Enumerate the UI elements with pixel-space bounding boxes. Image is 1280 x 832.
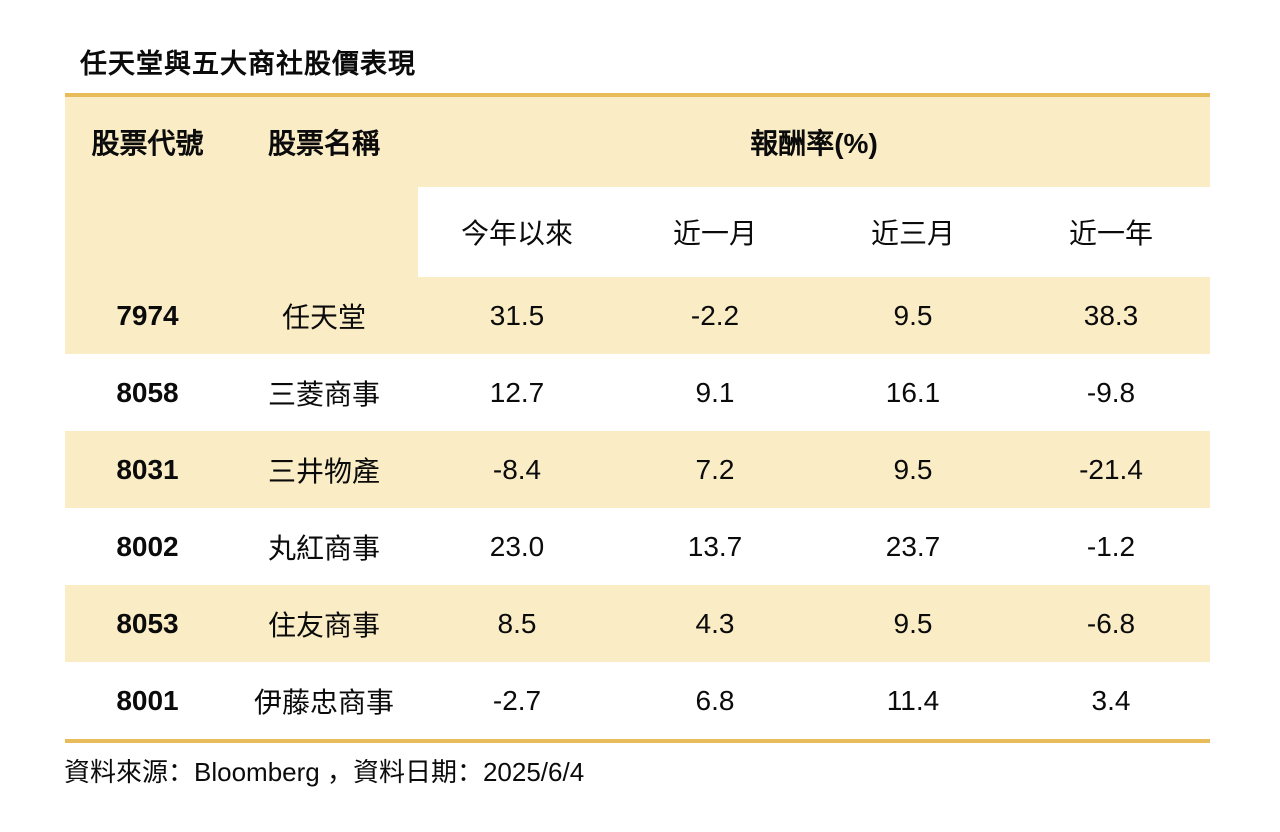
header-period-1m: 近一月 xyxy=(672,218,757,249)
table-row: 8001 伊藤忠商事 -2.7 6.8 11.4 3.4 xyxy=(65,662,1210,739)
return-1y: -6.8 xyxy=(1086,607,1136,639)
return-ytd: 23.0 xyxy=(489,530,545,562)
stock-code: 8031 xyxy=(116,453,179,485)
return-3m: 9.5 xyxy=(893,453,933,485)
subheader-spacer xyxy=(65,187,418,277)
bottom-accent-line xyxy=(65,739,1210,743)
return-1m: 9.1 xyxy=(695,376,735,408)
return-1m: 7.2 xyxy=(695,453,735,485)
header-stock-name: 股票名稱 xyxy=(267,128,380,159)
table-subheader-row: 今年以來 近一月 近三月 近一年 xyxy=(65,187,1210,277)
return-1m: -2.2 xyxy=(690,299,740,331)
stock-name: 三井物產 xyxy=(267,455,380,487)
stock-name: 伊藤忠商事 xyxy=(253,686,394,718)
return-1m: 4.3 xyxy=(695,607,735,639)
source-note: 資料來源：Bloomberg ，資料日期：2025/6/4 xyxy=(64,757,585,787)
header-returns-group: 報酬率(%) xyxy=(750,128,878,159)
return-ytd: -2.7 xyxy=(492,684,542,716)
table-row: 8031 三井物產 -8.4 7.2 9.5 -21.4 xyxy=(65,431,1210,508)
stock-code: 8058 xyxy=(116,376,179,408)
subheader-periods: 今年以來 近一月 近三月 近一年 xyxy=(418,187,1210,277)
return-3m: 11.4 xyxy=(886,684,940,716)
header-stock-code: 股票代號 xyxy=(91,128,204,159)
header-period-1y: 近一年 xyxy=(1068,218,1153,249)
stock-performance-table: 股票代號 股票名稱 報酬率(%) 今年以來 近一月 近三月 近一年 7974 任… xyxy=(65,93,1210,743)
table-row: 8058 三菱商事 12.7 9.1 16.1 -9.8 xyxy=(65,354,1210,431)
return-1y: 38.3 xyxy=(1083,299,1139,331)
return-1y: -9.8 xyxy=(1086,376,1136,408)
return-1m: 13.7 xyxy=(687,530,743,562)
table-header-row: 股票代號 股票名稱 報酬率(%) xyxy=(65,97,1210,187)
stock-name: 任天堂 xyxy=(281,301,366,333)
stock-name: 住友商事 xyxy=(267,609,380,641)
return-1y: -1.2 xyxy=(1086,530,1136,562)
stock-code: 8053 xyxy=(116,607,179,639)
return-3m: 9.5 xyxy=(893,299,933,331)
return-ytd: -8.4 xyxy=(492,453,542,485)
stock-name: 丸紅商事 xyxy=(267,532,380,564)
return-ytd: 31.5 xyxy=(489,299,545,331)
stock-code: 8002 xyxy=(116,530,179,562)
stock-name: 三菱商事 xyxy=(267,378,380,410)
table-row: 8002 丸紅商事 23.0 13.7 23.7 -1.2 xyxy=(65,508,1210,585)
return-3m: 23.7 xyxy=(885,530,941,562)
stock-code: 8001 xyxy=(116,684,179,716)
table-row: 7974 任天堂 31.5 -2.2 9.5 38.3 xyxy=(65,277,1210,354)
return-3m: 16.1 xyxy=(885,376,941,408)
header-period-3m: 近三月 xyxy=(870,218,955,249)
return-ytd: 12.7 xyxy=(489,376,545,408)
header-period-ytd: 今年以來 xyxy=(460,218,573,249)
top-accent-line xyxy=(65,93,1210,97)
return-1y: 3.4 xyxy=(1091,684,1131,716)
stock-code: 7974 xyxy=(116,299,179,331)
return-ytd: 8.5 xyxy=(497,607,537,639)
page-title: 任天堂與五大商社股價表現 xyxy=(80,49,416,79)
table-row: 8053 住友商事 8.5 4.3 9.5 -6.8 xyxy=(65,585,1210,662)
return-3m: 9.5 xyxy=(893,607,933,639)
return-1m: 6.8 xyxy=(695,684,735,716)
return-1y: -21.4 xyxy=(1079,453,1143,485)
